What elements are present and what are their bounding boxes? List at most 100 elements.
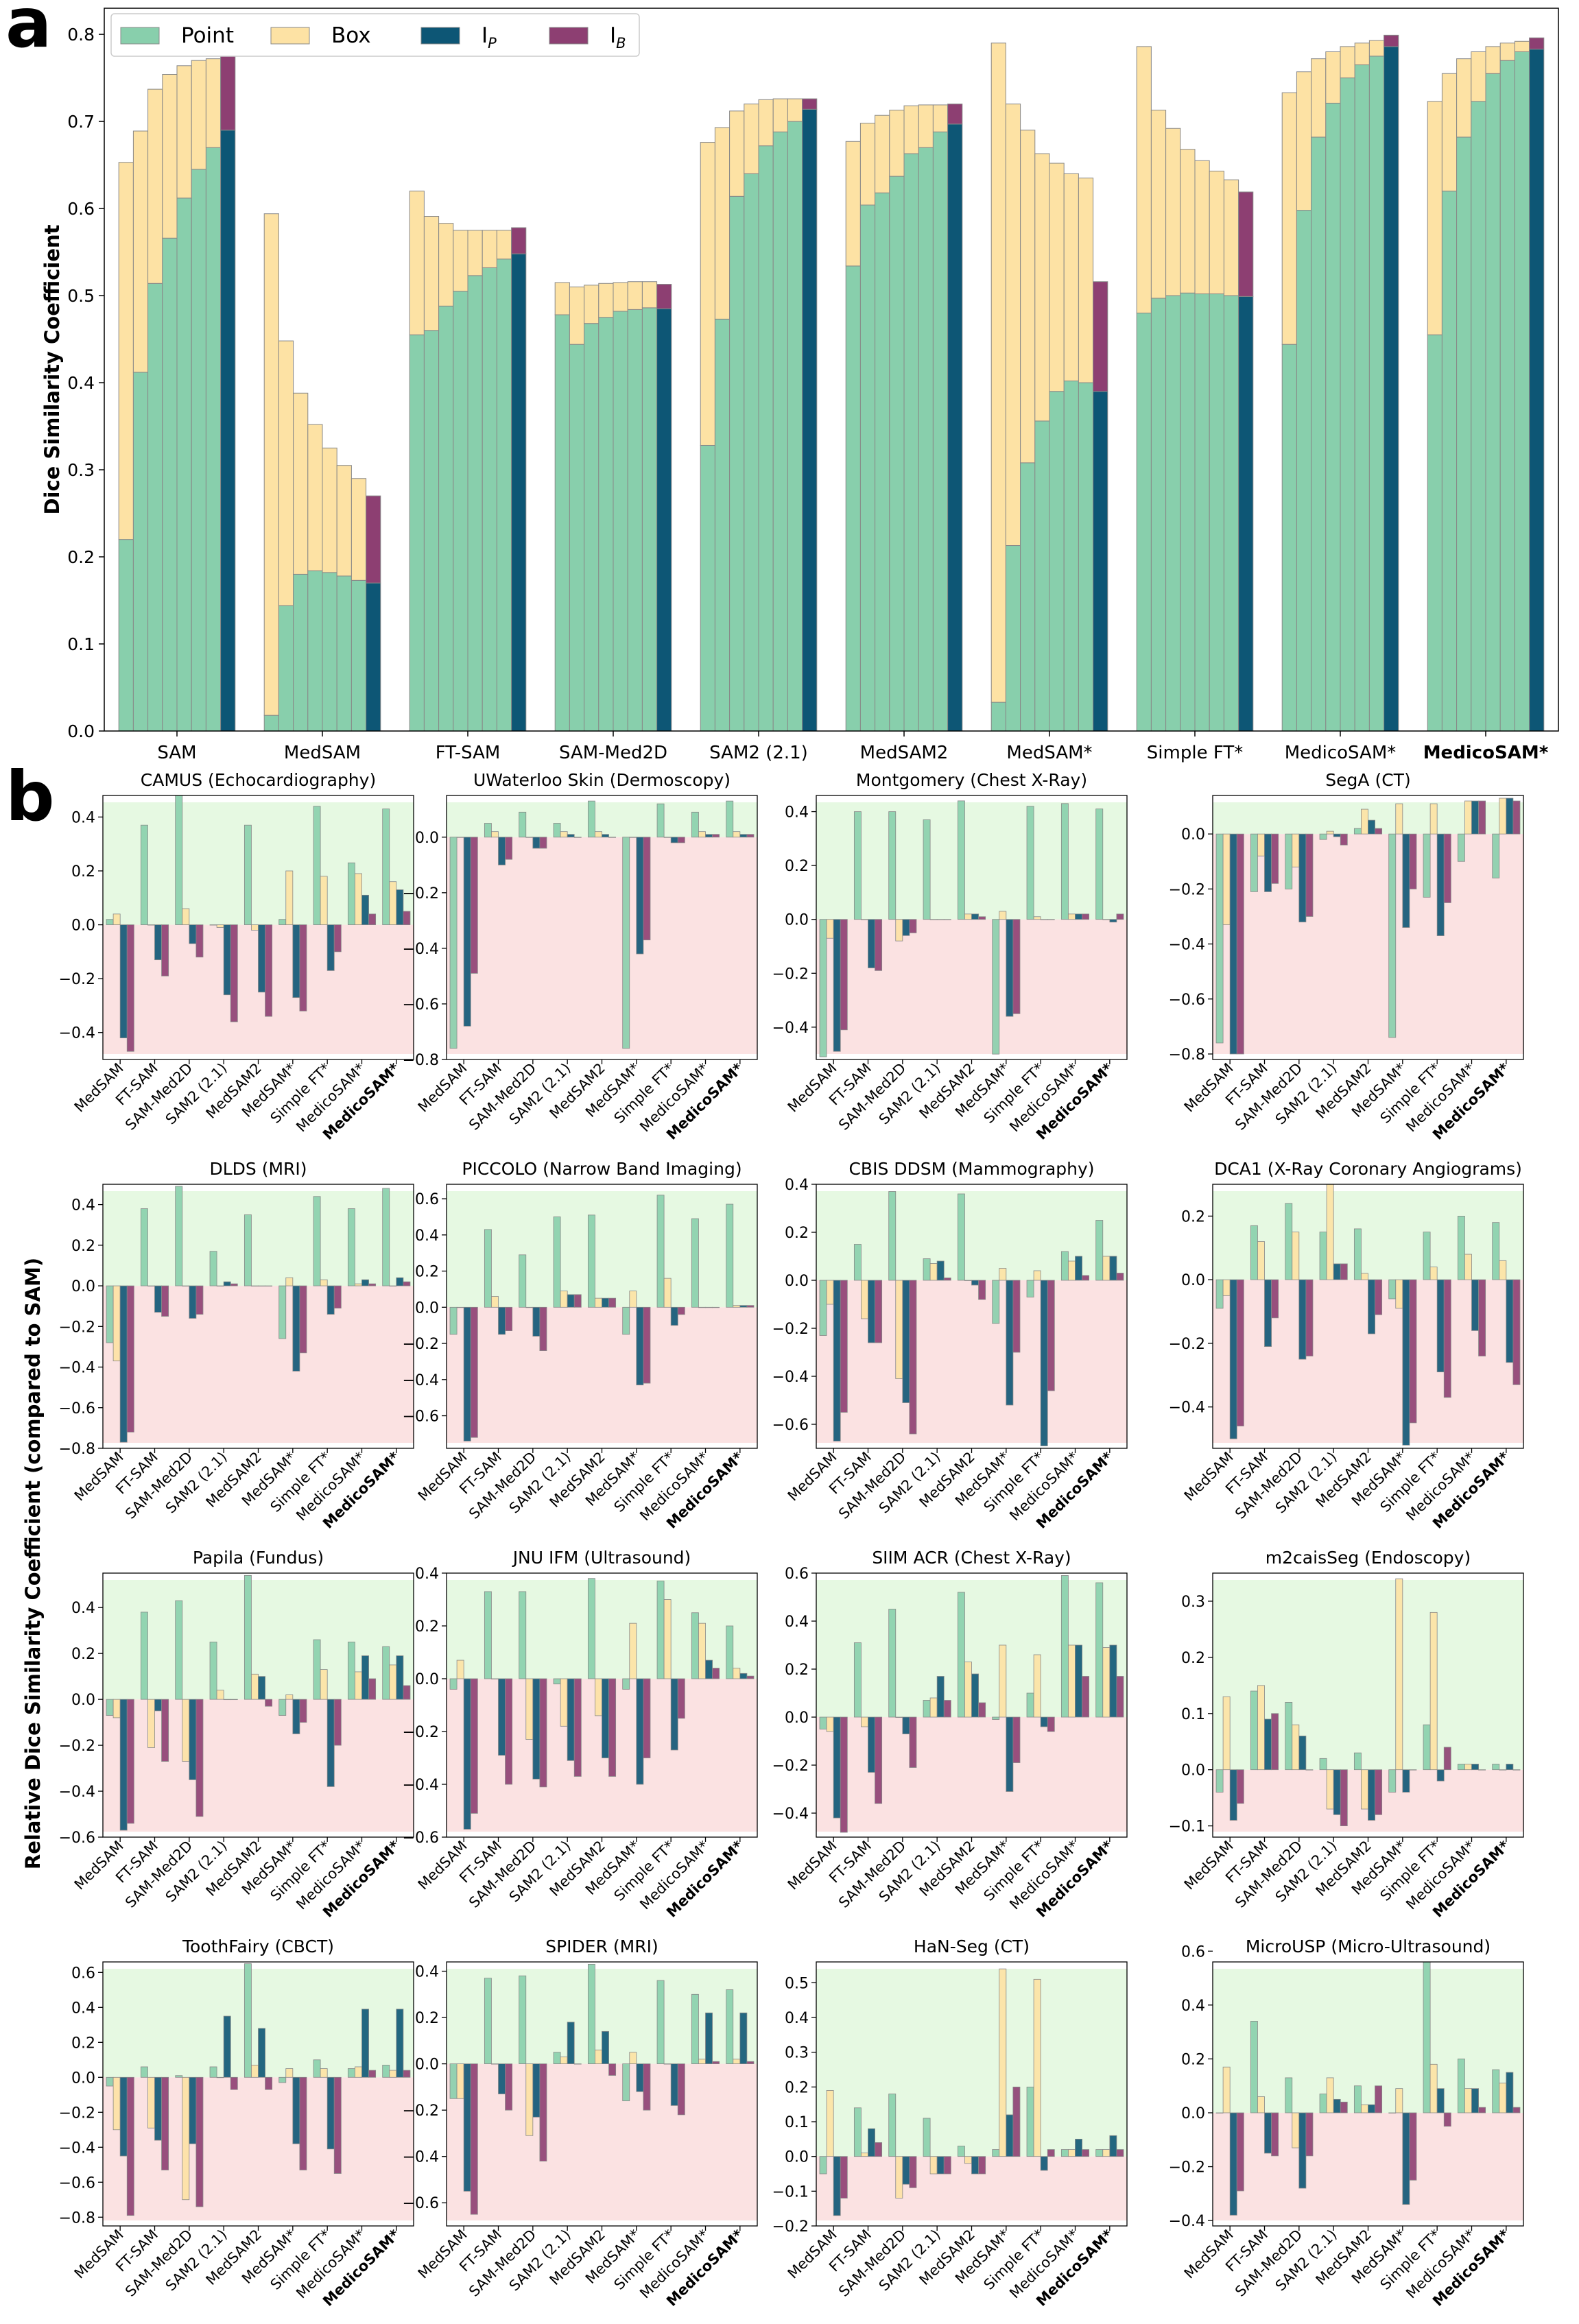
ip-bar bbox=[833, 2156, 841, 2216]
ib-bar bbox=[1271, 2112, 1279, 2157]
ib-bar bbox=[677, 1678, 685, 1719]
subplot-frame bbox=[102, 1184, 414, 1449]
ip-bar bbox=[1298, 1736, 1307, 1771]
box-bar bbox=[1361, 1769, 1368, 1810]
box-bar bbox=[861, 1716, 868, 1727]
subplot-title: DLDS (MRI) bbox=[209, 1159, 307, 1179]
box-bar bbox=[320, 2068, 328, 2078]
box-bar bbox=[627, 281, 643, 310]
y-axis-label: Dice Similarity Coefficient bbox=[40, 224, 64, 514]
ib-bar bbox=[1443, 1747, 1451, 1771]
y-tick-label: −0.1 bbox=[1169, 1819, 1205, 1836]
ib-bar bbox=[1384, 34, 1399, 47]
point-bar bbox=[1215, 1279, 1224, 1309]
box-bar bbox=[1296, 71, 1312, 211]
point-bar bbox=[175, 1600, 183, 1700]
y-tick-label: 0.0 bbox=[1181, 1762, 1205, 1780]
ip-bar bbox=[361, 1655, 369, 1700]
legend-swatch bbox=[120, 27, 160, 45]
ip-bar bbox=[1109, 2135, 1117, 2157]
box-bar bbox=[1427, 101, 1443, 335]
point-bar bbox=[382, 1646, 390, 1700]
box-bar bbox=[595, 1297, 602, 1308]
box-bar bbox=[216, 924, 224, 928]
ib-bar bbox=[368, 1678, 377, 1700]
box-bar bbox=[112, 1699, 121, 1718]
ib-bar bbox=[366, 495, 381, 584]
subplot-frame bbox=[1212, 1572, 1524, 1838]
ip-bar bbox=[258, 2028, 265, 2078]
ib-bar bbox=[470, 2063, 478, 2215]
ib-bar bbox=[126, 2076, 134, 2216]
ib-bar bbox=[220, 55, 236, 131]
y-tick-label: 0.2 bbox=[785, 858, 809, 875]
ib-bar bbox=[505, 1678, 513, 1785]
ip-bar bbox=[636, 2063, 644, 2092]
ip-bar bbox=[1384, 46, 1399, 732]
ip-bar bbox=[463, 2063, 471, 2192]
ip-bar bbox=[1368, 2104, 1375, 2113]
point-bar bbox=[482, 267, 497, 732]
y-tick-label: 0.2 bbox=[415, 1264, 439, 1281]
ib-bar bbox=[1082, 913, 1090, 920]
ip-bar bbox=[936, 2156, 945, 2175]
ip-bar bbox=[705, 834, 713, 838]
box-bar bbox=[895, 919, 903, 942]
ip-bar bbox=[656, 308, 672, 732]
point-bar bbox=[726, 1625, 734, 1679]
y-tick-label: 0.2 bbox=[71, 2035, 95, 2052]
ip-bar bbox=[1471, 800, 1479, 835]
box-bar bbox=[663, 1599, 672, 1679]
ib-bar bbox=[539, 837, 547, 849]
y-tick-label: 0.0 bbox=[785, 2149, 809, 2166]
y-tick-label: −0.2 bbox=[403, 885, 439, 902]
point-bar bbox=[351, 579, 367, 732]
box-bar bbox=[1222, 833, 1231, 925]
x-tick-label: Simple FT* bbox=[1147, 743, 1243, 763]
x-tick-label: FT-SAM bbox=[436, 743, 501, 763]
point-bar bbox=[700, 444, 715, 732]
box-bar bbox=[929, 2156, 938, 2175]
point-bar bbox=[176, 197, 192, 732]
box-bar bbox=[1222, 1696, 1231, 1771]
ib-bar bbox=[1305, 833, 1314, 917]
point-bar bbox=[1485, 73, 1501, 732]
point-bar bbox=[1250, 1690, 1258, 1771]
ip-bar bbox=[1075, 913, 1082, 920]
subplot: CBIS DDSM (Mammography) −0.6 −0.4 −0.2 0.0 0.… bbox=[772, 1159, 1128, 1532]
box-bar bbox=[176, 65, 192, 199]
ib-bar bbox=[875, 919, 883, 971]
y-tick-label: 0.4 bbox=[415, 1227, 439, 1245]
point-bar bbox=[106, 2076, 114, 2087]
box-bar bbox=[1068, 913, 1076, 920]
y-tick-label: 0.4 bbox=[785, 1614, 809, 1631]
ip-bar bbox=[868, 1716, 875, 1773]
box-bar bbox=[453, 230, 468, 292]
y-axis-label: Relative Dice Similarity Coefficient (co… bbox=[21, 1258, 45, 1869]
point-bar bbox=[1311, 136, 1327, 732]
ib-bar bbox=[230, 1283, 238, 1286]
box-bar bbox=[964, 913, 972, 920]
y-tick-label: −0.1 bbox=[772, 2183, 809, 2201]
point-bar bbox=[1388, 1279, 1397, 1299]
box-bar bbox=[826, 1280, 834, 1305]
box-bar bbox=[1471, 51, 1486, 102]
point-bar bbox=[1457, 833, 1465, 862]
y-tick-label: 0.5 bbox=[67, 286, 95, 306]
box-bar bbox=[663, 1278, 672, 1308]
ip-bar bbox=[567, 834, 575, 838]
ip-bar bbox=[971, 1280, 979, 1286]
legend-swatch bbox=[549, 27, 589, 45]
ip-bar bbox=[532, 1306, 541, 1337]
ip-bar bbox=[971, 913, 979, 920]
point-bar bbox=[1095, 2149, 1104, 2157]
ip-bar bbox=[1109, 919, 1117, 923]
ip-bar bbox=[1402, 1769, 1410, 1793]
point-bar bbox=[992, 919, 1000, 1055]
x-tick-label: MedSAM bbox=[1181, 1838, 1237, 1893]
point-bar bbox=[726, 1203, 734, 1308]
ib-bar bbox=[1305, 2112, 1314, 2157]
point-bar bbox=[1319, 2094, 1327, 2113]
box-bar bbox=[147, 88, 163, 284]
ib-bar bbox=[539, 1306, 547, 1352]
